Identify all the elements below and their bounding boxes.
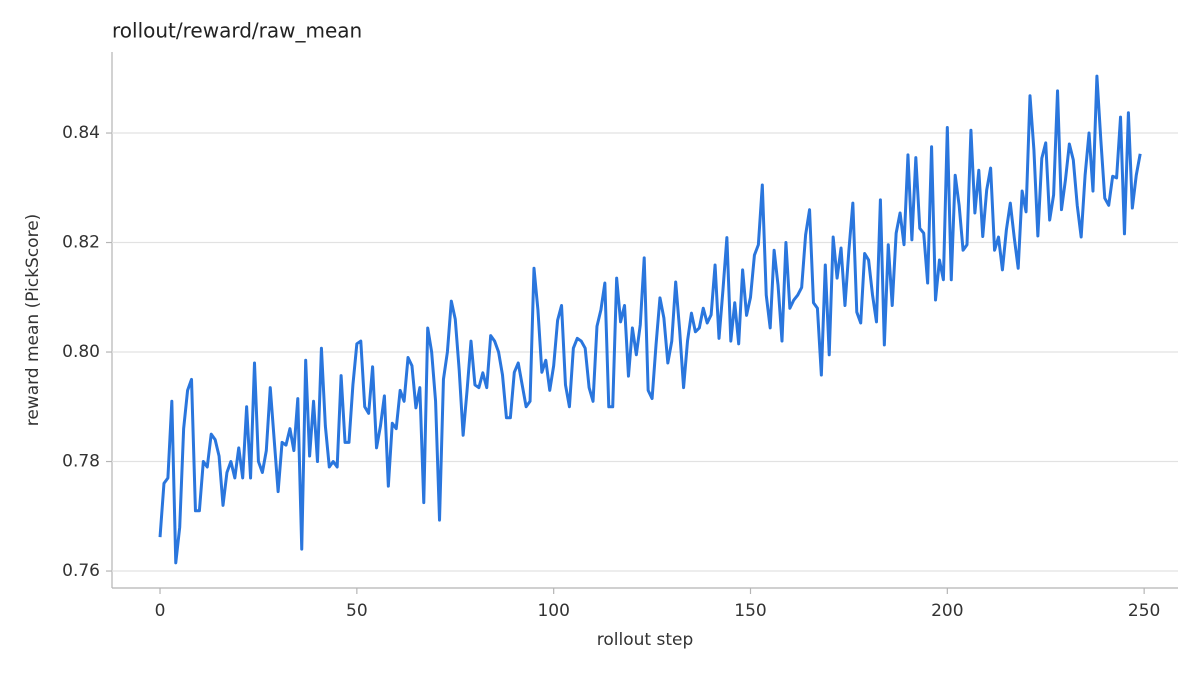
x-axis-label: rollout step bbox=[597, 630, 693, 650]
y-tick-label: 0.80 bbox=[62, 342, 100, 362]
y-tick-label: 0.76 bbox=[62, 561, 100, 581]
x-tick-label: 0 bbox=[155, 601, 166, 621]
y-tick-label: 0.82 bbox=[62, 233, 100, 253]
x-tick-label: 50 bbox=[346, 601, 368, 621]
data-line bbox=[158, 74, 1142, 565]
x-tick-label: 100 bbox=[537, 601, 569, 621]
y-tick-label: 0.84 bbox=[62, 123, 100, 143]
x-tick-label: 150 bbox=[734, 601, 766, 621]
y-tick-label: 0.78 bbox=[62, 452, 100, 472]
y-axis-label: reward mean (PickScore) bbox=[23, 214, 43, 427]
x-tick-label: 250 bbox=[1128, 601, 1160, 621]
chart-title: rollout/reward/raw_mean bbox=[112, 19, 362, 43]
x-tick-label: 200 bbox=[931, 601, 963, 621]
